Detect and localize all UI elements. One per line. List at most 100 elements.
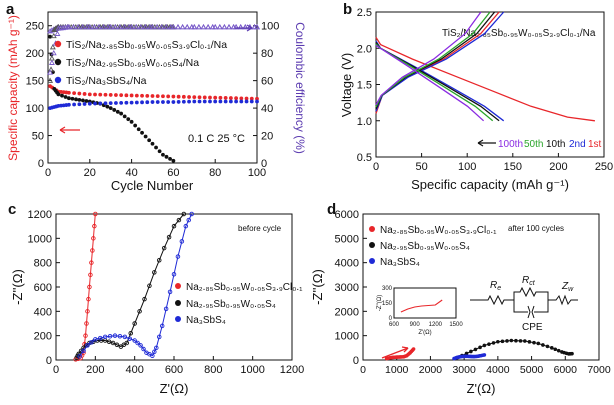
capacity-point [145,93,150,98]
inset-x-tick: 900 [410,322,421,328]
efficiency-point [170,23,177,30]
legend-entry: 1st [588,139,602,150]
capacity-point [82,92,87,96]
inset-curve [400,299,443,313]
legend-label: TiS₂/Na₂.₈₅Sb₀.₉₅W₀.₀₅S₃.₉Cl₀.₁/Na [66,39,227,51]
capacity-point [129,93,134,98]
y-axis-label: Voltage (V) [339,53,354,117]
efficiency-point [237,23,244,30]
efficiency-point [116,23,123,30]
impedance-point [532,340,536,345]
capacity-point [234,99,239,104]
legend-marker [175,283,181,289]
y-tick-label: 600 [34,282,52,294]
impedance-point [132,338,137,343]
y-tick-label: 800 [34,258,52,270]
panel-a-frame [47,11,258,164]
efficiency-point [47,69,54,75]
capacity-point [155,94,160,99]
capacity-point [70,96,75,101]
capacity-point [161,100,165,104]
capacity-point [202,99,207,104]
y-tick-label: 1.5 [357,80,372,92]
impedance-point [147,283,152,289]
circuit-re-sub: e [497,285,501,292]
impedance-point [175,254,181,259]
circuit-warburg [548,294,578,306]
y-tick-label: 1000 [335,331,359,343]
efficiency-point [149,23,156,30]
efficiency-point [212,23,219,30]
y-tick-label: 2000 [335,306,359,318]
x-tick-label: 5000 [520,364,544,376]
capacity-point [166,94,171,99]
impedance-point [127,336,132,341]
capacity-point [67,96,71,101]
right-arrow-head [246,24,253,32]
fit-line [79,213,193,357]
capacity-point [181,99,186,104]
capacity-point [74,97,78,102]
capacity-point [108,101,113,106]
x-tick-label: 0 [45,167,51,179]
y-tick-label: 0.5 [357,152,372,164]
capacity-point [255,96,259,101]
x-tick-label: 20 [84,167,96,179]
y2-tick-label: 20 [261,131,273,143]
x-tick-label: 100 [458,161,476,173]
y-tick-label: 200 [26,48,44,60]
y-tick-label: 1000 [28,233,52,245]
impedance-point [112,333,118,338]
impedance-point [161,245,167,251]
legend-marker [54,58,62,66]
circuit-cpe-symbol [527,305,535,319]
y2-tick-label: 60 [261,76,273,88]
efficiency-point [70,23,77,30]
impedance-point [142,296,147,302]
efficiency-point [175,23,181,30]
y-tick-label: 0 [353,355,359,367]
efficiency-point [133,23,140,30]
left-arrow-head [59,126,66,134]
legend-marker [369,226,375,232]
y-tick-label: 0 [46,355,52,367]
impedance-point [135,340,140,346]
impedance-point [128,330,133,336]
efficiency-point [91,23,98,30]
capacity-point [176,94,181,99]
capacity-point [115,109,120,114]
y-tick-label: 4000 [335,258,359,270]
efficiency-point [107,23,114,30]
capacity-point [244,99,249,104]
x-tick-label: 200 [549,161,567,173]
x-tick-label: 7000 [587,364,611,376]
efficiency-point [254,23,260,30]
x-tick-label: 60 [167,167,179,179]
efficiency-point [200,23,207,30]
capacity-point [67,90,71,95]
circuit-zw-sub: w [568,286,574,293]
capacity-point [140,130,144,135]
capacity-point [124,93,129,98]
capacity-point [218,99,223,104]
impedance-point [156,257,162,263]
legend-entry: 50th [524,139,543,150]
efficiency-point [163,23,170,30]
efficiency-point [128,23,135,30]
state-annotation: after 100 cycles [508,224,564,233]
capacity-point [87,101,92,106]
efficiency-point [195,23,202,30]
y-tick-label: 50 [32,131,44,143]
circuit-rct-sub: ct [529,280,536,287]
efficiency-point [158,23,165,30]
impedance-point [163,306,169,312]
x-tick-label: 600 [165,364,183,376]
x-axis-label: Z'(Ω) [467,381,496,396]
capacity-point [197,99,202,104]
capacity-point [223,99,228,104]
inset-x-tick: 1500 [449,322,463,328]
capacity-point [114,101,118,105]
capacity-point [150,94,155,98]
capacity-point [213,95,218,100]
y2-tick-label: 0 [261,158,267,170]
